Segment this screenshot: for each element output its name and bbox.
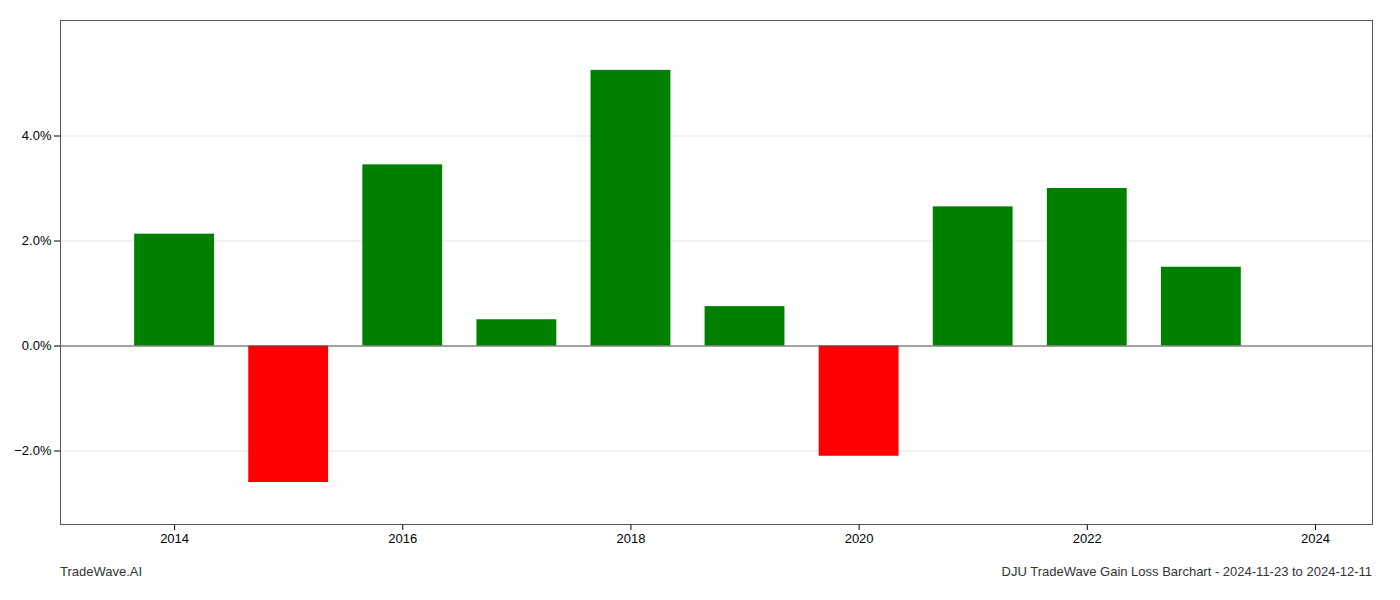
html-text:TradeWave.AI: TradeWave.AI (60, 564, 143, 579)
svg-text:2.0%: 2.0% (22, 233, 52, 248)
svg-text:4.0%: 4.0% (22, 128, 52, 143)
svg-text:0.0%: 0.0% (22, 338, 52, 353)
svg-text:2018: 2018 (616, 531, 645, 546)
html-text:DJU TradeWave Gain Loss Barcha: DJU TradeWave Gain Loss Barchart - 2024-… (1001, 564, 1372, 579)
svg-text:2016: 2016 (388, 531, 417, 546)
svg-text:2022: 2022 (1073, 531, 1102, 546)
svg-text:−2.0%: −2.0% (14, 443, 52, 458)
svg-text:2024: 2024 (1301, 531, 1330, 546)
svg-text:2020: 2020 (845, 531, 874, 546)
svg-text:2014: 2014 (160, 531, 189, 546)
